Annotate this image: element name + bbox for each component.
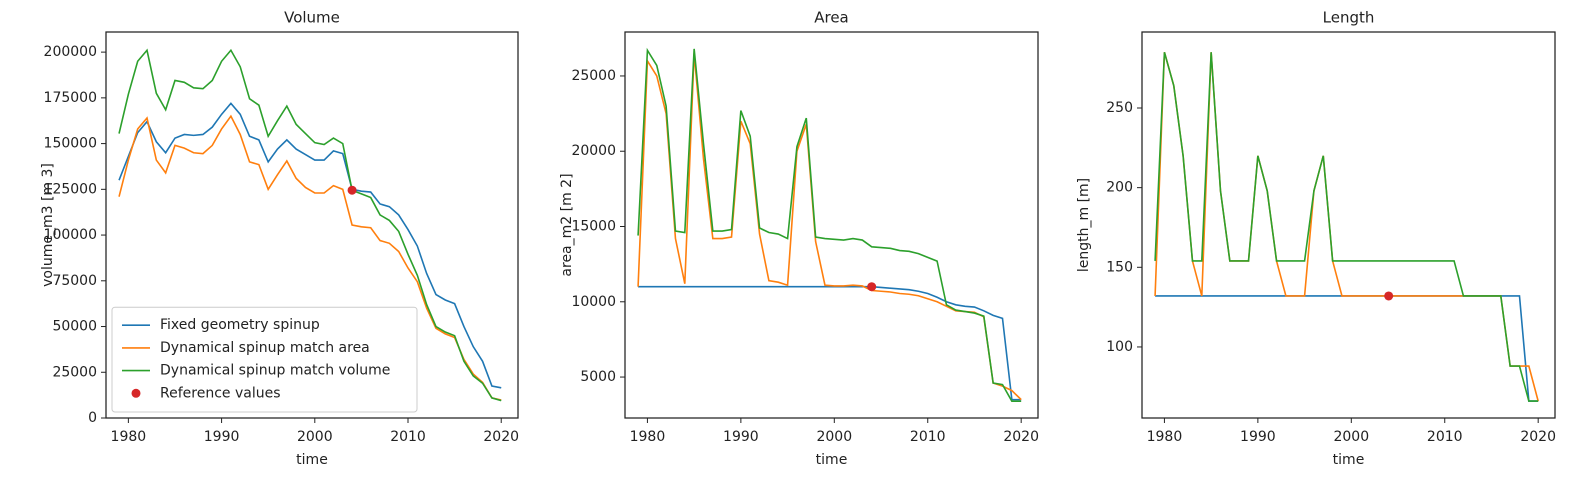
y-tick-label: 10000: [571, 294, 616, 310]
legend-swatch: [131, 388, 141, 398]
y-tick-label: 200: [1106, 180, 1133, 196]
series-line: [118, 102, 502, 389]
x-tick-label: 2010: [1427, 429, 1463, 445]
series-line: [118, 114, 502, 401]
y-tick-label: 150000: [44, 136, 97, 152]
x-tick-label: 1990: [1240, 429, 1276, 445]
panel-title: Volume: [284, 9, 340, 27]
y-tick-label: 250: [1106, 100, 1133, 116]
y-tick-label: 0: [88, 410, 97, 426]
series-line: [1154, 52, 1539, 402]
reference-point: [1384, 291, 1394, 301]
x-tick-label: 2020: [1003, 429, 1039, 445]
x-tick-label: 2010: [390, 429, 426, 445]
panel-title: Area: [814, 9, 849, 27]
series-line: [1155, 295, 1539, 402]
panel: Area time area_m2 [m 2] 1980 1990 2000 2010 202…: [559, 9, 1039, 469]
axes-frame: [105, 31, 519, 419]
reference-point: [867, 282, 877, 292]
legend-label: Dynamical spinup match area: [160, 340, 370, 356]
series-line: [637, 47, 1022, 402]
panel: Volume time volume_m3 [m 3] 1980 1990 2000 201…: [40, 9, 519, 469]
y-tick-label: 150: [1106, 259, 1133, 275]
x-axis-label: time: [1333, 452, 1365, 468]
legend-label: Dynamical spinup match volume: [160, 363, 390, 379]
y-tick-label: 125000: [44, 181, 97, 197]
x-axis-label: time: [816, 452, 848, 468]
x-tick-label: 2000: [1333, 429, 1369, 445]
series-line: [1154, 52, 1539, 402]
y-tick-label: 100000: [44, 227, 97, 243]
series-line: [118, 48, 502, 402]
y-tick-label: 5000: [580, 369, 616, 385]
x-tick-label: 1980: [1147, 429, 1183, 445]
panel: Length time length_m [m] 1980 1990 2000 2010 20…: [1076, 9, 1556, 469]
legend-box: [111, 306, 418, 413]
y-tick-label: 20000: [571, 143, 616, 159]
legend: Fixed geometry spinup Dynamical spinup ma…: [111, 306, 418, 413]
y-axis-label: volume_m3 [m 3]: [40, 163, 56, 287]
x-tick-label: 2000: [816, 429, 852, 445]
y-tick-label: 100: [1106, 339, 1133, 355]
y-tick-label: 75000: [52, 273, 97, 289]
x-tick-label: 2000: [297, 429, 333, 445]
y-tick-label: 175000: [44, 90, 97, 106]
series-line: [637, 53, 1022, 401]
x-axis-label: time: [296, 452, 328, 468]
x-tick-label: 2010: [910, 429, 946, 445]
y-axis-label: area_m2 [m 2]: [559, 173, 575, 276]
legend-label: Fixed geometry spinup: [160, 317, 320, 333]
axes-frame: [1141, 31, 1556, 419]
x-tick-label: 1980: [630, 429, 666, 445]
x-tick-label: 2020: [483, 429, 519, 445]
series-line: [638, 285, 1022, 401]
y-tick-label: 200000: [44, 44, 97, 60]
panel-title: Length: [1323, 9, 1375, 27]
y-axis-label: length_m [m]: [1076, 178, 1092, 272]
y-tick-label: 15000: [571, 219, 616, 235]
y-tick-label: 25000: [52, 364, 97, 380]
x-tick-label: 1980: [111, 429, 147, 445]
x-tick-label: 1990: [723, 429, 759, 445]
y-tick-label: 50000: [52, 319, 97, 335]
axes-frame: [624, 31, 1039, 419]
y-tick-label: 25000: [571, 68, 616, 84]
legend-label: Reference values: [160, 385, 280, 401]
reference-point: [347, 185, 357, 195]
x-tick-label: 1990: [204, 429, 240, 445]
x-tick-label: 2020: [1520, 429, 1556, 445]
